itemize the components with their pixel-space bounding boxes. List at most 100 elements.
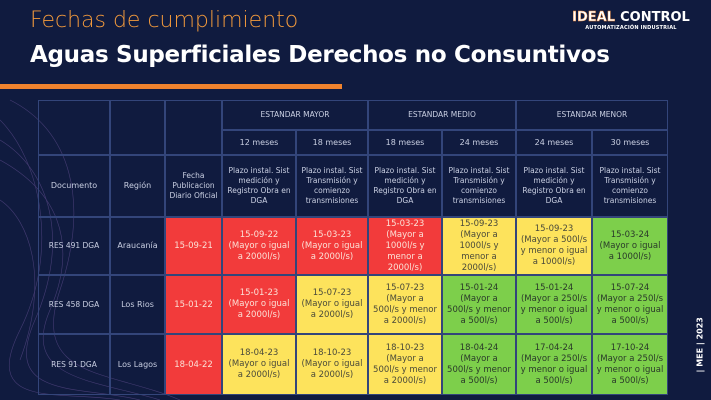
- period-label: 18 meses: [385, 137, 425, 147]
- deadline-condition: (Mayor a 250l/s y menor o igual a 500l/s…: [520, 353, 588, 386]
- deadline-condition: (Mayor a 500l/s y menor a 500l/s): [447, 293, 511, 326]
- deadline-date: 15-07-23: [312, 288, 352, 298]
- deadline-condition: (Mayor o igual a 2000l/s): [301, 299, 363, 320]
- deadline-cell: 15-09-23 (Mayor a 1000l/s y menor a 2000l…: [442, 217, 516, 275]
- deadline-cell: 15-09-23 (Mayor a 500l/s y menor o igual …: [516, 217, 592, 275]
- deadline-cell: 15-07-23 (Mayor o igual a 2000l/s): [296, 275, 368, 334]
- empty-cell: [110, 100, 165, 155]
- deadline-date: 15-03-24: [610, 229, 650, 240]
- column-header: Plazo instal. Sist Transmisión y comienz…: [442, 155, 516, 217]
- title: Fechas de cumplimiento: [30, 8, 299, 33]
- column-label: Plazo instal. Sist medición y Registro O…: [227, 166, 291, 205]
- column-label: Plazo instal. Sist medición y Registro O…: [373, 166, 437, 205]
- deadline-date: 15-09-22: [239, 229, 279, 240]
- deadline-date: 15-01-23: [239, 288, 279, 298]
- group-label: ESTANDAR MAYOR: [260, 110, 330, 119]
- column-header: Región: [110, 155, 165, 217]
- period-header: 30 meses: [592, 130, 668, 155]
- deadline-condition: (Mayor a 500l/s y menor a 500l/s): [447, 353, 511, 386]
- deadline-date: 17-04-24: [534, 342, 574, 353]
- group-header: ESTANDAR MENOR: [516, 100, 668, 130]
- deadline-cell: 18-10-23 (Mayor o igual a 2000l/s): [296, 334, 368, 395]
- group-label: ESTANDAR MENOR: [556, 110, 628, 119]
- deadline-condition: (Mayor o igual a 2000l/s): [228, 299, 290, 320]
- region: Araucanía: [117, 241, 158, 250]
- deadline-cell: 17-04-24 (Mayor a 250l/s y menor o igual …: [516, 334, 592, 395]
- subtitle: Aguas Superficiales Derechos no Consunti…: [30, 42, 610, 68]
- logo-name: IDEAL: [572, 10, 616, 25]
- deadline-cell: 15-03-24 (Mayor o igual a 1000l/s): [592, 217, 668, 275]
- column-label: Plazo instal. Sist Transmisión y comienz…: [599, 166, 661, 205]
- deadline-cell: 15-09-22 (Mayor o igual a 2000l/s): [222, 217, 296, 275]
- deadline-condition: (Mayor a 500l/s y menor a 2000l/s): [373, 353, 437, 386]
- region-cell: Araucanía: [110, 217, 165, 275]
- published-cell: 15-09-21: [165, 217, 222, 275]
- column-header: Plazo instal. Sist medición y Registro O…: [368, 155, 442, 217]
- column-label: Fecha Publicacion Diario Oficial: [169, 171, 218, 200]
- period-label: 24 meses: [459, 137, 499, 147]
- region: Los Rios: [121, 299, 154, 309]
- region-cell: Los Rios: [110, 275, 165, 334]
- logo-name: CONTROL: [620, 10, 690, 25]
- deadline-date: 15-01-24: [534, 282, 574, 293]
- deadline-date: 18-10-23: [385, 342, 425, 353]
- side-text: | MEE | 2023: [695, 317, 705, 373]
- column-label: Plazo instal. Sist Transmisión y comienz…: [301, 166, 363, 205]
- logo-tagline: AUTOMATIZACIÓN INDUSTRIAL: [585, 25, 677, 31]
- period-header: 12 meses: [222, 130, 296, 155]
- deadline-condition: (Mayor a 250l/s y menor o igual a 500l/s…: [596, 293, 664, 326]
- column-label: Plazo instal. Sist medición y Registro O…: [522, 166, 586, 205]
- deadline-condition: (Mayor a 1000l/s y menor a 2000l/s): [459, 229, 499, 273]
- deadline-condition: (Mayor o igual a 2000l/s): [228, 240, 290, 262]
- column-header: Documento: [38, 155, 110, 217]
- deadline-condition: (Mayor a 250l/s y menor o igual a 500l/s…: [520, 293, 588, 326]
- deadline-cell: 15-01-24 (Mayor a 500l/s y menor a 500l/s…: [442, 275, 516, 334]
- group-label: ESTANDAR MEDIO: [408, 110, 476, 119]
- column-header: Plazo instal. Sist Transmisión y comienz…: [592, 155, 668, 217]
- column-header: Plazo instal. Sist medición y Registro O…: [516, 155, 592, 217]
- deadline-date: 18-04-24: [459, 342, 499, 353]
- deadline-date: 17-10-24: [610, 342, 650, 353]
- period-header: 24 meses: [516, 130, 592, 155]
- region-cell: Los Lagos: [110, 334, 165, 395]
- region: Los Lagos: [117, 359, 158, 369]
- deadline-date: 15-07-23: [385, 282, 425, 293]
- deadline-date: 18-04-23: [239, 348, 279, 358]
- period-label: 18 meses: [312, 137, 352, 147]
- deadline-condition: (Mayor o igual a 2000l/s): [301, 240, 363, 262]
- title-underline: [0, 84, 342, 89]
- deadline-date: 15-03-23: [385, 218, 425, 229]
- deadline-cell: 15-07-24 (Mayor a 250l/s y menor o igual …: [592, 275, 668, 334]
- deadline-condition: (Mayor a 500l/s y menor a 2000l/s): [373, 293, 437, 326]
- column-label: Región: [123, 181, 152, 190]
- deadline-date: 15-09-23: [534, 224, 574, 234]
- logo: IDEAL CONTROL AUTOMATIZACIÓN INDUSTRIAL: [566, 6, 696, 31]
- document-cell: RES 91 DGA: [38, 334, 110, 395]
- group-header: ESTANDAR MEDIO: [368, 100, 516, 130]
- period-label: 24 meses: [534, 137, 574, 147]
- group-header: ESTANDAR MAYOR: [222, 100, 368, 130]
- document-cell: RES 491 DGA: [38, 217, 110, 275]
- deadline-cell: 17-10-24 (Mayor a 250l/s y menor o igual …: [592, 334, 668, 395]
- deadline-date: 15-03-23: [312, 229, 352, 240]
- deadline-cell: 18-10-23 (Mayor a 500l/s y menor a 2000l/…: [368, 334, 442, 395]
- period-header: 18 meses: [296, 130, 368, 155]
- column-header: Plazo instal. Sist Transmisión y comienz…: [296, 155, 368, 217]
- published-date: 15-09-21: [174, 241, 213, 251]
- deadline-cell: 18-04-24 (Mayor a 500l/s y menor a 500l/s…: [442, 334, 516, 395]
- deadline-condition: (Mayor o igual a 2000l/s): [228, 359, 290, 380]
- column-header: Plazo instal. Sist medición y Registro O…: [222, 155, 296, 217]
- deadline-condition: (Mayor a 250l/s y menor o igual a 500l/s…: [596, 353, 664, 386]
- column-label: Documento: [50, 181, 98, 190]
- deadline-cell: 18-04-23 (Mayor o igual a 2000l/s): [222, 334, 296, 395]
- document: RES 91 DGA: [51, 359, 97, 369]
- column-label: Plazo instal. Sist Transmisión y comienz…: [448, 166, 510, 205]
- deadline-date: 18-10-23: [312, 348, 352, 358]
- deadline-condition: (Mayor o igual a 2000l/s): [301, 359, 363, 380]
- published-cell: 18-04-22: [165, 334, 222, 395]
- deadline-date: 15-07-24: [610, 282, 650, 293]
- deadline-condition: (Mayor a 1000l/s y menor a 2000l/s): [385, 229, 425, 273]
- deadline-condition: (Mayor o igual a 1000l/s): [599, 240, 661, 262]
- period-header: 24 meses: [442, 130, 516, 155]
